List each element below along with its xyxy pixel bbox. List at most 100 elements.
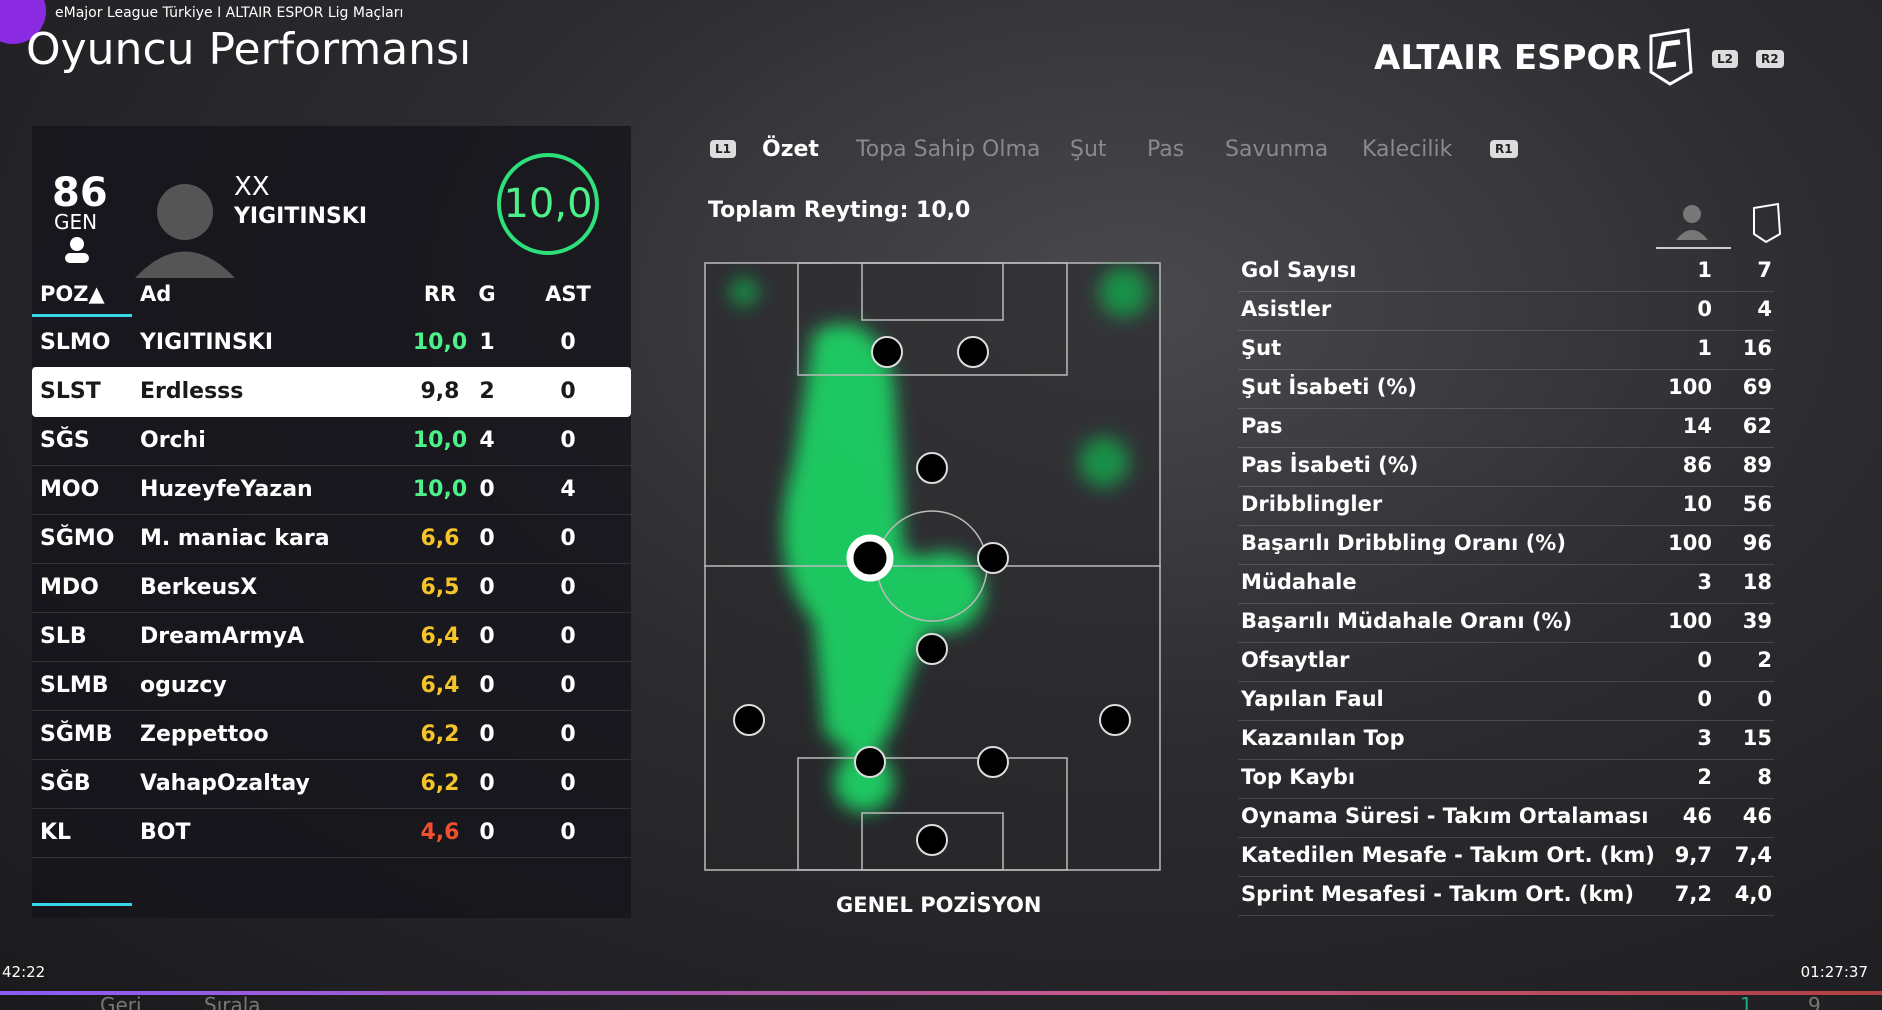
team-value: 4,0	[1734, 882, 1772, 906]
team-value: 56	[1742, 492, 1772, 516]
rating: 10,0	[412, 477, 468, 502]
stat-label: Pas İsabeti (%)	[1241, 453, 1419, 477]
player-value: 3	[1697, 726, 1712, 750]
tab[interactable]: Topa Sahip Olma	[856, 137, 1041, 162]
pitch	[704, 262, 1161, 871]
goals: 0	[479, 526, 495, 551]
tab[interactable]: Pas	[1147, 137, 1185, 162]
player-row[interactable]: SLB DreamArmyA 6,4 0 0	[32, 612, 631, 662]
r2-button[interactable]: R2	[1756, 50, 1784, 68]
team-value: 15	[1742, 726, 1772, 750]
team-value: 62	[1742, 414, 1772, 438]
rating: 4,6	[420, 820, 460, 845]
team-value: 39	[1742, 609, 1772, 633]
sort-indicator	[32, 314, 132, 317]
name: BOT	[140, 820, 191, 845]
goals: 0	[479, 673, 495, 698]
player-value: 0	[1697, 648, 1712, 672]
player-row[interactable]: SĞS Orchi 10,0 4 0	[32, 416, 631, 466]
team-value: 16	[1742, 336, 1772, 360]
assists: 0	[560, 722, 576, 747]
player-row[interactable]: MDO BerkeusX 6,5 0 0	[32, 563, 631, 613]
elapsed-time: 42:22	[2, 963, 46, 981]
tab[interactable]: Savunma	[1225, 137, 1329, 162]
page-title: Oyuncu Performansı	[26, 24, 472, 75]
player-row[interactable]: SĞMB Zeppettoo 6,2 0 0	[32, 710, 631, 760]
name: DreamArmyA	[140, 624, 304, 649]
rating: 10,0	[412, 428, 468, 453]
rating: 10,0	[412, 330, 468, 355]
pitch-label: GENEL POZİSYON	[836, 893, 1042, 917]
position: SĞB	[40, 771, 91, 796]
player-value: 7,2	[1674, 882, 1712, 906]
player-position: XX	[234, 172, 270, 202]
goals: 4	[479, 428, 495, 453]
player-value: 86	[1682, 453, 1712, 477]
player-row[interactable]: KL BOT 4,6 0 0	[32, 808, 631, 858]
stat-label: Pas	[1241, 414, 1283, 438]
assists: 0	[560, 575, 576, 600]
stat-label: Asistler	[1241, 297, 1332, 321]
tab[interactable]: Özet	[762, 137, 819, 162]
assists: 0	[560, 428, 576, 453]
goals: 0	[479, 624, 495, 649]
stat-label: Kazanılan Top	[1241, 726, 1405, 750]
player-row[interactable]: MOO HuzeyfeYazan 10,0 0 4	[32, 465, 631, 515]
stat-label: Şut İsabeti (%)	[1241, 375, 1417, 399]
r1-button[interactable]: R1	[1490, 140, 1518, 158]
stat-row: Şut 1 16	[1238, 330, 1774, 370]
name: oguzcy	[140, 673, 227, 698]
stat-row: Şut İsabeti (%) 100 69	[1238, 369, 1774, 409]
progress-bar[interactable]	[0, 991, 1882, 995]
team-value: 7,4	[1734, 843, 1772, 867]
l1-button[interactable]: L1	[710, 140, 736, 158]
stat-label: Top Kaybı	[1241, 765, 1356, 789]
player-name: YIGITINSKI	[234, 204, 368, 229]
team-value: 7	[1757, 258, 1772, 282]
player-value: 1	[1697, 336, 1712, 360]
stat-label: Oynama Süresi - Takım Ortalaması	[1241, 804, 1649, 828]
player-value: 0	[1697, 297, 1712, 321]
player-row[interactable]: SĞMO M. maniac kara 6,6 0 0	[32, 514, 631, 564]
stat-row: Sprint Mesafesi - Takım Ort. (km) 7,2 4,0	[1238, 876, 1774, 916]
player-rating: 86	[52, 170, 108, 216]
stat-label: Yapılan Faul	[1241, 687, 1384, 711]
player-value: 1	[1697, 258, 1712, 282]
stat-label: Müdahale	[1241, 570, 1357, 594]
position: SĞMB	[40, 722, 113, 747]
l2-button[interactable]: L2	[1712, 50, 1738, 68]
goals: 1	[479, 330, 495, 355]
assists: 0	[560, 673, 576, 698]
stat-row: Katedilen Mesafe - Takım Ort. (km) 9,7 7,4	[1238, 837, 1774, 877]
stat-row: Kazanılan Top 3 15	[1238, 720, 1774, 760]
tab[interactable]: Şut	[1070, 137, 1107, 162]
stat-label: Başarılı Müdahale Oranı (%)	[1241, 609, 1573, 633]
team-value: 2	[1757, 648, 1772, 672]
goals: 0	[479, 771, 495, 796]
column-header: Ad	[140, 282, 172, 306]
player-value: 100	[1668, 375, 1712, 399]
position: MDO	[40, 575, 99, 600]
rating: 6,2	[420, 722, 460, 747]
player-row[interactable]: SLST Erdlesss 9,8 2 0	[32, 367, 631, 417]
player-row[interactable]: SĞB VahapOzaltay 6,2 0 0	[32, 759, 631, 809]
assists: 0	[560, 771, 576, 796]
team-value: 4	[1757, 297, 1772, 321]
position: MOO	[40, 477, 100, 502]
position: SĞMO	[40, 526, 115, 551]
position: SLMO	[40, 330, 111, 355]
stat-row: Pas 14 62	[1238, 408, 1774, 448]
player-row[interactable]: SLMO YIGITINSKI 10,0 1 0	[32, 318, 631, 368]
sort-button[interactable]: Sırala	[204, 993, 261, 1010]
assists: 0	[560, 330, 576, 355]
back-button[interactable]: Geri	[100, 993, 142, 1010]
column-header[interactable]: POZ▲	[40, 282, 105, 306]
team-value: 18	[1742, 570, 1772, 594]
stat-row: Müdahale 3 18	[1238, 564, 1774, 604]
tab[interactable]: Kalecilik	[1362, 137, 1453, 162]
player-row[interactable]: SLMB oguzcy 6,4 0 0	[32, 661, 631, 711]
team-logo	[1649, 28, 1693, 86]
stat-row: Başarılı Dribbling Oranı (%) 100 96	[1238, 525, 1774, 565]
name: VahapOzaltay	[140, 771, 310, 796]
assists: 0	[560, 624, 576, 649]
